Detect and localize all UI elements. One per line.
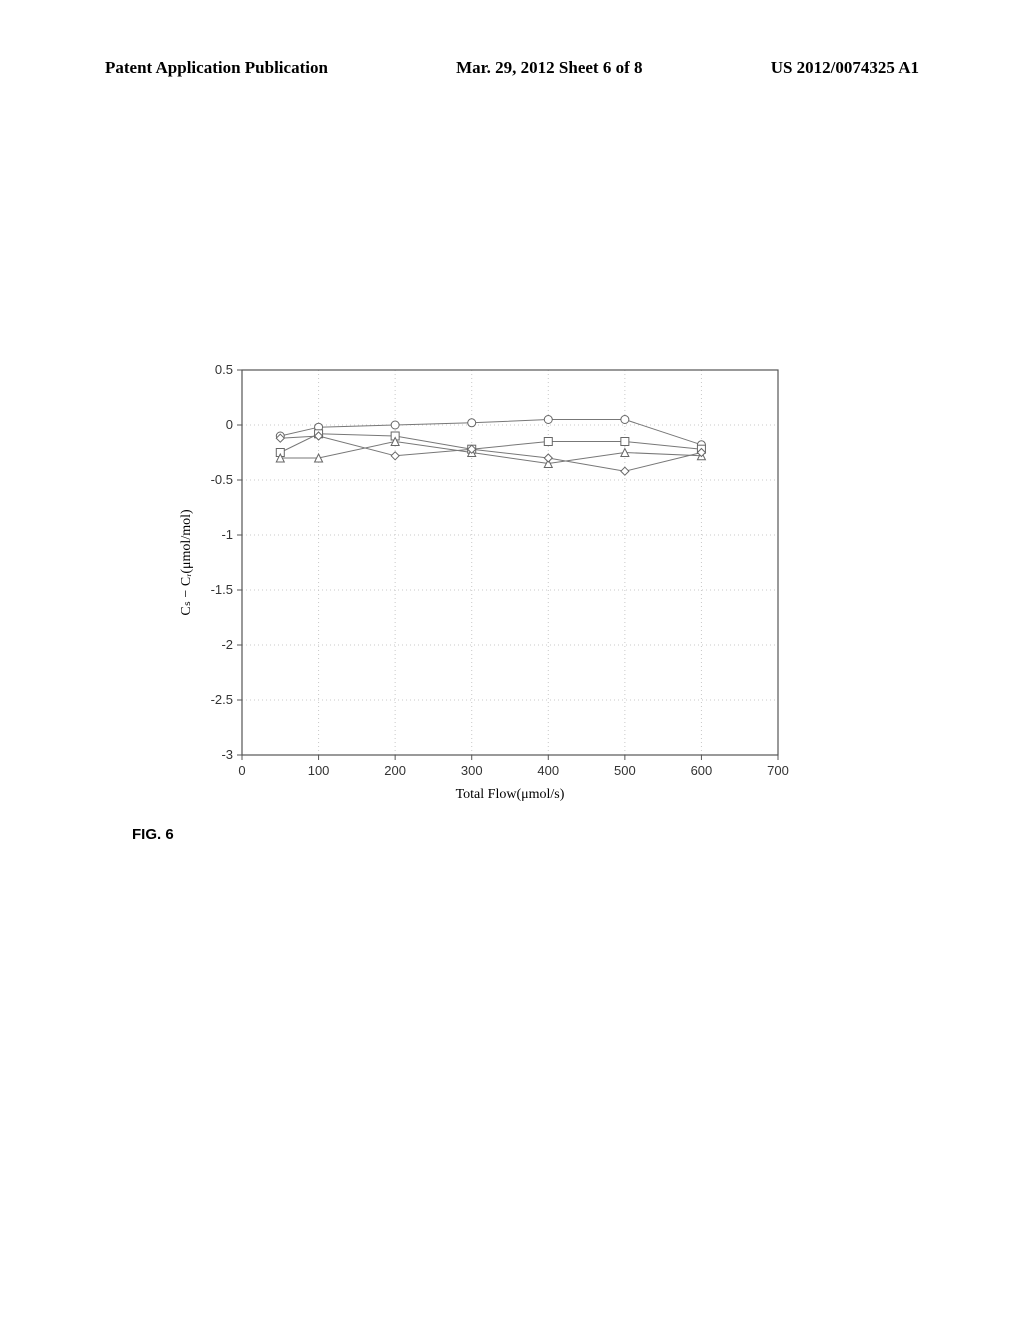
svg-text:500: 500	[614, 763, 636, 778]
svg-text:700: 700	[767, 763, 789, 778]
svg-text:0.5: 0.5	[215, 362, 233, 377]
svg-text:-2.5: -2.5	[211, 692, 233, 707]
chart-container: 0 100 200 300 400 500 600 700 -3 -2.5 -2 -1.5 -1 -0.5…	[170, 360, 790, 810]
line-chart: 0 100 200 300 400 500 600 700 -3 -2.5 -2 -1.5 -1 -0.5…	[170, 360, 790, 810]
svg-text:0: 0	[238, 763, 245, 778]
figure-caption: FIG. 6	[132, 826, 174, 843]
header-left: Patent Application Publication	[105, 58, 328, 78]
svg-text:300: 300	[461, 763, 483, 778]
svg-text:0: 0	[226, 417, 233, 432]
svg-text:-1.5: -1.5	[211, 582, 233, 597]
svg-text:-1: -1	[221, 527, 233, 542]
svg-text:Cₛ − Cᵣ(μmol/mol): Cₛ − Cᵣ(μmol/mol)	[179, 509, 194, 616]
svg-text:200: 200	[384, 763, 406, 778]
svg-text:600: 600	[691, 763, 713, 778]
svg-text:Total Flow(μmol/s): Total Flow(μmol/s)	[456, 787, 565, 802]
page-header: Patent Application Publication Mar. 29, …	[0, 58, 1024, 78]
svg-text:-2: -2	[221, 637, 233, 652]
svg-text:400: 400	[537, 763, 559, 778]
svg-text:-0.5: -0.5	[211, 472, 233, 487]
header-right: US 2012/0074325 A1	[771, 58, 919, 78]
svg-text:100: 100	[308, 763, 330, 778]
header-center: Mar. 29, 2012 Sheet 6 of 8	[456, 58, 642, 78]
svg-text:-3: -3	[221, 747, 233, 762]
